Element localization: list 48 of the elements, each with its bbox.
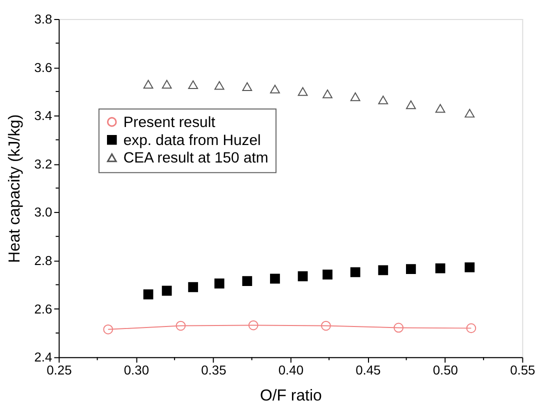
- point: [143, 80, 154, 89]
- y-axis-title: Heat capacity (kJ/kg): [6, 114, 24, 263]
- point: [188, 282, 198, 292]
- y-tick-label: 2.8: [34, 253, 52, 268]
- point: [188, 80, 198, 90]
- x-tick-label: 0.45: [356, 362, 381, 378]
- y-tick-label: 2.4: [34, 350, 52, 365]
- point: [270, 274, 280, 284]
- point: [214, 81, 224, 90]
- legend-label: CEA result at 150 atm: [123, 150, 268, 167]
- point: [378, 265, 388, 276]
- text: 0.40: [278, 362, 304, 378]
- point: [242, 82, 252, 91]
- point: [322, 90, 332, 98]
- x-tick-label: 0.35: [201, 362, 226, 378]
- point: [214, 278, 224, 288]
- x-tick-label: 0.55: [510, 362, 536, 378]
- text: 3.0: [34, 204, 52, 220]
- point: [435, 104, 446, 113]
- point: [350, 267, 360, 278]
- x-tick-label: 0.25: [46, 362, 72, 378]
- point: [270, 84, 280, 94]
- point: [143, 289, 154, 300]
- y-tick-label: 3.6: [34, 60, 52, 75]
- text: 0.50: [432, 362, 458, 378]
- point: [464, 108, 475, 118]
- point: [464, 262, 475, 272]
- point: [406, 100, 416, 110]
- point: [162, 286, 172, 296]
- y-tick-label: 3.2: [34, 156, 52, 172]
- legend-label: exp. data from Huzel: [123, 132, 261, 149]
- y-tick-label: 3.8: [34, 11, 52, 26]
- point: [350, 92, 360, 102]
- y-tick-label: 3.4: [34, 108, 52, 124]
- point: [406, 264, 416, 274]
- x-axis-title: O/F ratio: [260, 387, 322, 404]
- point: [162, 80, 172, 89]
- point: [242, 276, 252, 286]
- legend-label: Present result: [123, 114, 216, 131]
- point: [322, 270, 332, 280]
- point: [103, 324, 114, 334]
- point: [466, 323, 476, 334]
- y-tick-label: 2.6: [34, 301, 52, 316]
- point: [435, 263, 446, 274]
- point: [378, 96, 388, 104]
- text: 0.30: [124, 362, 150, 378]
- point: [298, 271, 308, 282]
- point: [298, 87, 308, 96]
